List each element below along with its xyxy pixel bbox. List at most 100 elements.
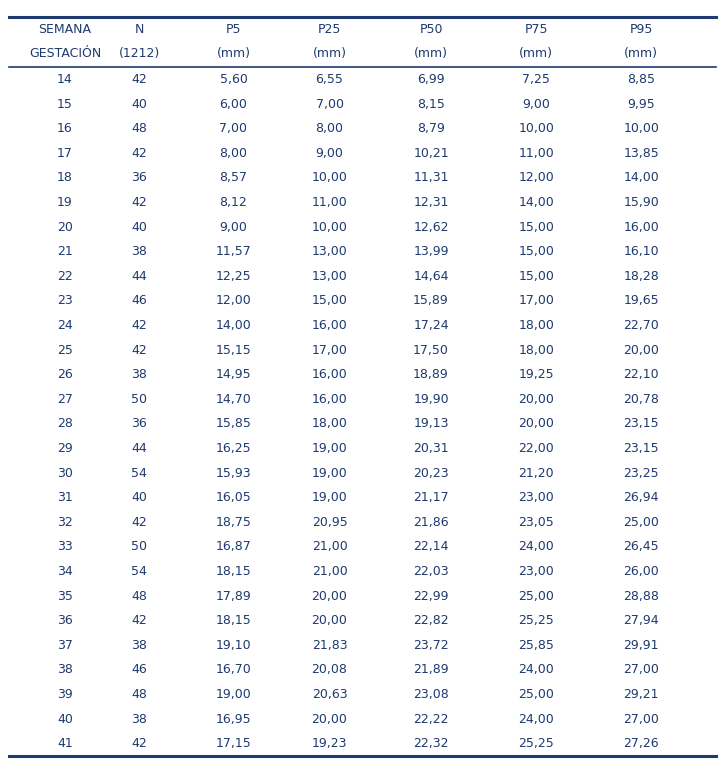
Text: GESTACIÓN: GESTACIÓN	[29, 47, 101, 60]
Text: 22,03: 22,03	[413, 565, 449, 578]
Text: 21,83: 21,83	[312, 638, 347, 652]
Text: 10,00: 10,00	[312, 220, 347, 233]
Text: 16,00: 16,00	[624, 220, 659, 233]
Text: 14,95: 14,95	[215, 368, 252, 381]
Text: 48: 48	[131, 688, 147, 701]
Text: 38: 38	[57, 663, 72, 676]
Text: 19: 19	[57, 196, 72, 209]
Text: 19,00: 19,00	[215, 688, 252, 701]
Text: 17,50: 17,50	[413, 344, 449, 356]
Text: 8,85: 8,85	[627, 73, 655, 86]
Text: 11,00: 11,00	[518, 147, 554, 160]
Text: 12,62: 12,62	[413, 220, 449, 233]
Text: 15,15: 15,15	[215, 344, 252, 356]
Text: 19,23: 19,23	[312, 737, 347, 750]
Text: (mm): (mm)	[624, 47, 658, 60]
Text: 15,89: 15,89	[413, 295, 449, 308]
Text: 32: 32	[57, 516, 72, 529]
Text: 10,00: 10,00	[624, 122, 659, 135]
Text: 19,65: 19,65	[624, 295, 659, 308]
Text: 20,00: 20,00	[312, 615, 347, 627]
Text: 19,13: 19,13	[413, 417, 449, 431]
Text: 23,00: 23,00	[518, 565, 554, 578]
Text: 13,99: 13,99	[413, 245, 449, 258]
Text: 10,21: 10,21	[413, 147, 449, 160]
Text: P50: P50	[419, 23, 443, 36]
Text: 16,95: 16,95	[215, 713, 252, 726]
Text: (mm): (mm)	[414, 47, 448, 60]
Text: 20,00: 20,00	[624, 344, 659, 356]
Text: 18,15: 18,15	[215, 615, 252, 627]
Text: 15,00: 15,00	[518, 245, 554, 258]
Text: 18,00: 18,00	[312, 417, 347, 431]
Text: 19,00: 19,00	[312, 442, 347, 455]
Text: 21,86: 21,86	[413, 516, 449, 529]
Text: 23: 23	[57, 295, 72, 308]
Text: 24: 24	[57, 319, 72, 332]
Text: 21,20: 21,20	[518, 467, 554, 479]
Text: 31: 31	[57, 491, 72, 504]
Text: 14,00: 14,00	[518, 196, 554, 209]
Text: 20,00: 20,00	[312, 713, 347, 726]
Text: 27,94: 27,94	[624, 615, 659, 627]
Text: 50: 50	[131, 393, 147, 406]
Text: 37: 37	[57, 638, 72, 652]
Text: 18,28: 18,28	[624, 270, 659, 283]
Text: 16,25: 16,25	[215, 442, 252, 455]
Text: SEMANA: SEMANA	[38, 23, 91, 36]
Text: 26,00: 26,00	[624, 565, 659, 578]
Text: 19,25: 19,25	[518, 368, 554, 381]
Text: 18,75: 18,75	[215, 516, 252, 529]
Text: (mm): (mm)	[217, 47, 250, 60]
Text: 10,00: 10,00	[518, 122, 554, 135]
Text: 15,00: 15,00	[518, 270, 554, 283]
Text: 42: 42	[131, 344, 147, 356]
Text: 22,32: 22,32	[413, 737, 449, 750]
Text: 14,00: 14,00	[215, 319, 252, 332]
Text: 11,00: 11,00	[312, 196, 347, 209]
Text: 16,00: 16,00	[312, 368, 347, 381]
Text: 38: 38	[131, 368, 147, 381]
Text: 20,63: 20,63	[312, 688, 347, 701]
Text: N: N	[135, 23, 144, 36]
Text: 11,31: 11,31	[413, 172, 449, 185]
Text: 27: 27	[57, 393, 72, 406]
Text: 23,72: 23,72	[413, 638, 449, 652]
Text: 54: 54	[131, 565, 147, 578]
Text: 8,57: 8,57	[220, 172, 247, 185]
Text: 27,00: 27,00	[624, 713, 659, 726]
Text: 29: 29	[57, 442, 72, 455]
Text: 39: 39	[57, 688, 72, 701]
Text: 36: 36	[131, 417, 147, 431]
Text: 20,00: 20,00	[312, 590, 347, 603]
Text: 25: 25	[57, 344, 72, 356]
Text: 22,14: 22,14	[413, 540, 449, 553]
Text: 23,15: 23,15	[624, 417, 659, 431]
Text: 12,31: 12,31	[413, 196, 449, 209]
Text: 11,57: 11,57	[215, 245, 252, 258]
Text: 36: 36	[131, 172, 147, 185]
Text: 17,89: 17,89	[215, 590, 252, 603]
Text: 27,26: 27,26	[624, 737, 659, 750]
Text: 42: 42	[131, 73, 147, 86]
Text: 8,12: 8,12	[220, 196, 247, 209]
Text: 6,55: 6,55	[315, 73, 344, 86]
Text: 26,94: 26,94	[624, 491, 659, 504]
Text: 20,08: 20,08	[312, 663, 347, 676]
Text: 18: 18	[57, 172, 72, 185]
Text: 21,00: 21,00	[312, 565, 347, 578]
Text: 24,00: 24,00	[518, 713, 554, 726]
Text: 34: 34	[57, 565, 72, 578]
Text: 23,05: 23,05	[518, 516, 554, 529]
Text: (1212): (1212)	[119, 47, 160, 60]
Text: 40: 40	[57, 713, 72, 726]
Text: 22: 22	[57, 270, 72, 283]
Text: 33: 33	[57, 540, 72, 553]
Text: 19,00: 19,00	[312, 491, 347, 504]
Text: 50: 50	[131, 540, 147, 553]
Text: P25: P25	[318, 23, 341, 36]
Text: 38: 38	[131, 245, 147, 258]
Text: 18,00: 18,00	[518, 319, 554, 332]
Text: 7,00: 7,00	[220, 122, 247, 135]
Text: 20,23: 20,23	[413, 467, 449, 479]
